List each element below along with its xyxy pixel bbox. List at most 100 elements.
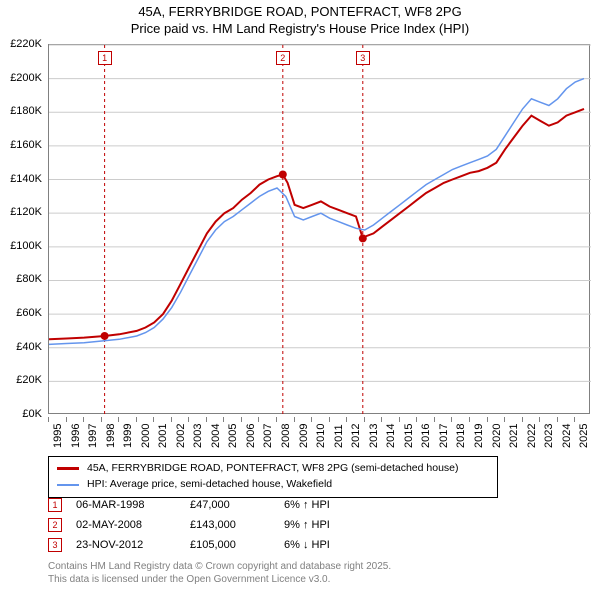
- x-tick: [136, 417, 137, 422]
- events-table: 106-MAR-1998£47,0006% ↑ HPI202-MAY-2008£…: [48, 498, 364, 558]
- x-tick-label: 2014: [385, 424, 397, 448]
- x-tick: [171, 417, 172, 422]
- x-tick-label: 2013: [368, 424, 380, 448]
- x-tick: [346, 417, 347, 422]
- sale-marker-2: 2: [276, 51, 290, 65]
- x-tick-label: 2010: [315, 424, 327, 448]
- y-tick-label: £60K: [16, 307, 42, 319]
- x-tick: [66, 417, 67, 422]
- x-tick: [101, 417, 102, 422]
- x-tick-label: 2004: [210, 424, 222, 448]
- x-tick-label: 2000: [140, 424, 152, 448]
- x-tick-label: 2009: [298, 424, 310, 448]
- x-tick: [83, 417, 84, 422]
- y-tick-label: £120K: [10, 206, 42, 218]
- x-tick: [381, 417, 382, 422]
- footer-line-2: This data is licensed under the Open Gov…: [48, 573, 391, 586]
- x-tick: [487, 417, 488, 422]
- x-tick-label: 2020: [491, 424, 503, 448]
- x-tick: [469, 417, 470, 422]
- sale-dot-icon: [359, 234, 367, 242]
- sale-marker-1: 1: [98, 51, 112, 65]
- y-tick-label: £100K: [10, 240, 42, 252]
- x-tick: [258, 417, 259, 422]
- x-tick: [399, 417, 400, 422]
- x-tick: [434, 417, 435, 422]
- x-tick: [364, 417, 365, 422]
- sale-dot-icon: [101, 332, 109, 340]
- event-price: £47,000: [190, 499, 270, 511]
- x-tick-label: 2019: [473, 424, 485, 448]
- x-tick-label: 2015: [403, 424, 415, 448]
- event-delta: 9% ↑ HPI: [284, 519, 364, 531]
- x-tick: [153, 417, 154, 422]
- legend-label: 45A, FERRYBRIDGE ROAD, PONTEFRACT, WF8 2…: [87, 461, 459, 477]
- footer: Contains HM Land Registry data © Crown c…: [48, 560, 391, 586]
- hpi-series: [49, 79, 584, 345]
- y-tick-label: £40K: [16, 341, 42, 353]
- y-tick-label: £20K: [16, 374, 42, 386]
- x-tick: [118, 417, 119, 422]
- y-axis: £0K£20K£40K£60K£80K£100K£120K£140K£160K£…: [0, 44, 45, 414]
- x-tick: [522, 417, 523, 422]
- x-tick-label: 2008: [280, 424, 292, 448]
- legend-item: 45A, FERRYBRIDGE ROAD, PONTEFRACT, WF8 2…: [57, 461, 489, 477]
- event-delta: 6% ↑ HPI: [284, 499, 364, 511]
- event-marker-icon: 1: [48, 498, 62, 512]
- x-tick-label: 2012: [350, 424, 362, 448]
- y-tick-label: £220K: [10, 38, 42, 50]
- event-row: 106-MAR-1998£47,0006% ↑ HPI: [48, 498, 364, 512]
- event-delta: 6% ↓ HPI: [284, 539, 364, 551]
- x-tick-label: 2011: [333, 424, 345, 448]
- x-tick: [241, 417, 242, 422]
- chart-container: 45A, FERRYBRIDGE ROAD, PONTEFRACT, WF8 2…: [0, 0, 600, 590]
- x-tick: [294, 417, 295, 422]
- legend-item: HPI: Average price, semi-detached house,…: [57, 477, 489, 493]
- x-tick-label: 2002: [175, 424, 187, 448]
- x-tick-label: 2003: [192, 424, 204, 448]
- x-tick-label: 2017: [438, 424, 450, 448]
- sale-dot-icon: [279, 171, 287, 179]
- x-tick-label: 1996: [70, 424, 82, 448]
- event-price: £105,000: [190, 539, 270, 551]
- x-tick: [416, 417, 417, 422]
- x-tick: [206, 417, 207, 422]
- x-tick-label: 1998: [105, 424, 117, 448]
- title-line-2: Price paid vs. HM Land Registry's House …: [0, 21, 600, 38]
- x-tick-label: 2001: [157, 424, 169, 448]
- legend-swatch-icon: [57, 484, 79, 486]
- x-tick-label: 2022: [526, 424, 538, 448]
- x-tick-label: 2024: [561, 424, 573, 448]
- x-tick-label: 2005: [227, 424, 239, 448]
- x-tick: [311, 417, 312, 422]
- x-tick-label: 1995: [52, 424, 64, 448]
- event-price: £143,000: [190, 519, 270, 531]
- x-tick-label: 2021: [508, 424, 520, 448]
- x-tick: [329, 417, 330, 422]
- x-tick-label: 2025: [578, 424, 590, 448]
- x-tick-label: 2016: [420, 424, 432, 448]
- plot-area: 1 2 3: [48, 44, 590, 414]
- y-tick-label: £140K: [10, 173, 42, 185]
- x-tick: [276, 417, 277, 422]
- title-line-1: 45A, FERRYBRIDGE ROAD, PONTEFRACT, WF8 2…: [0, 4, 600, 21]
- x-tick-label: 1999: [122, 424, 134, 448]
- event-marker-icon: 2: [48, 518, 62, 532]
- x-tick: [557, 417, 558, 422]
- x-tick: [539, 417, 540, 422]
- y-tick-label: £200K: [10, 72, 42, 84]
- y-tick-label: £0K: [22, 408, 42, 420]
- chart-titles: 45A, FERRYBRIDGE ROAD, PONTEFRACT, WF8 2…: [0, 0, 600, 38]
- x-tick: [48, 417, 49, 422]
- x-tick: [504, 417, 505, 422]
- event-row: 323-NOV-2012£105,0006% ↓ HPI: [48, 538, 364, 552]
- x-tick-label: 2007: [262, 424, 274, 448]
- x-tick: [223, 417, 224, 422]
- legend-swatch-icon: [57, 467, 79, 470]
- x-tick-label: 2006: [245, 424, 257, 448]
- x-tick-label: 1997: [87, 424, 99, 448]
- x-axis: 1995 1996 1997 1998 1999 2000 2001 2002 2003 2004…: [48, 418, 590, 458]
- sale-marker-3: 3: [356, 51, 370, 65]
- x-tick-label: 2023: [543, 424, 555, 448]
- footer-line-1: Contains HM Land Registry data © Crown c…: [48, 560, 391, 573]
